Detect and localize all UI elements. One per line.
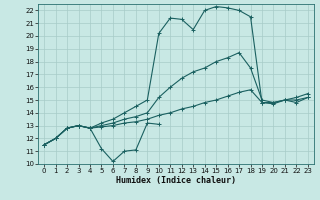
X-axis label: Humidex (Indice chaleur): Humidex (Indice chaleur): [116, 176, 236, 185]
